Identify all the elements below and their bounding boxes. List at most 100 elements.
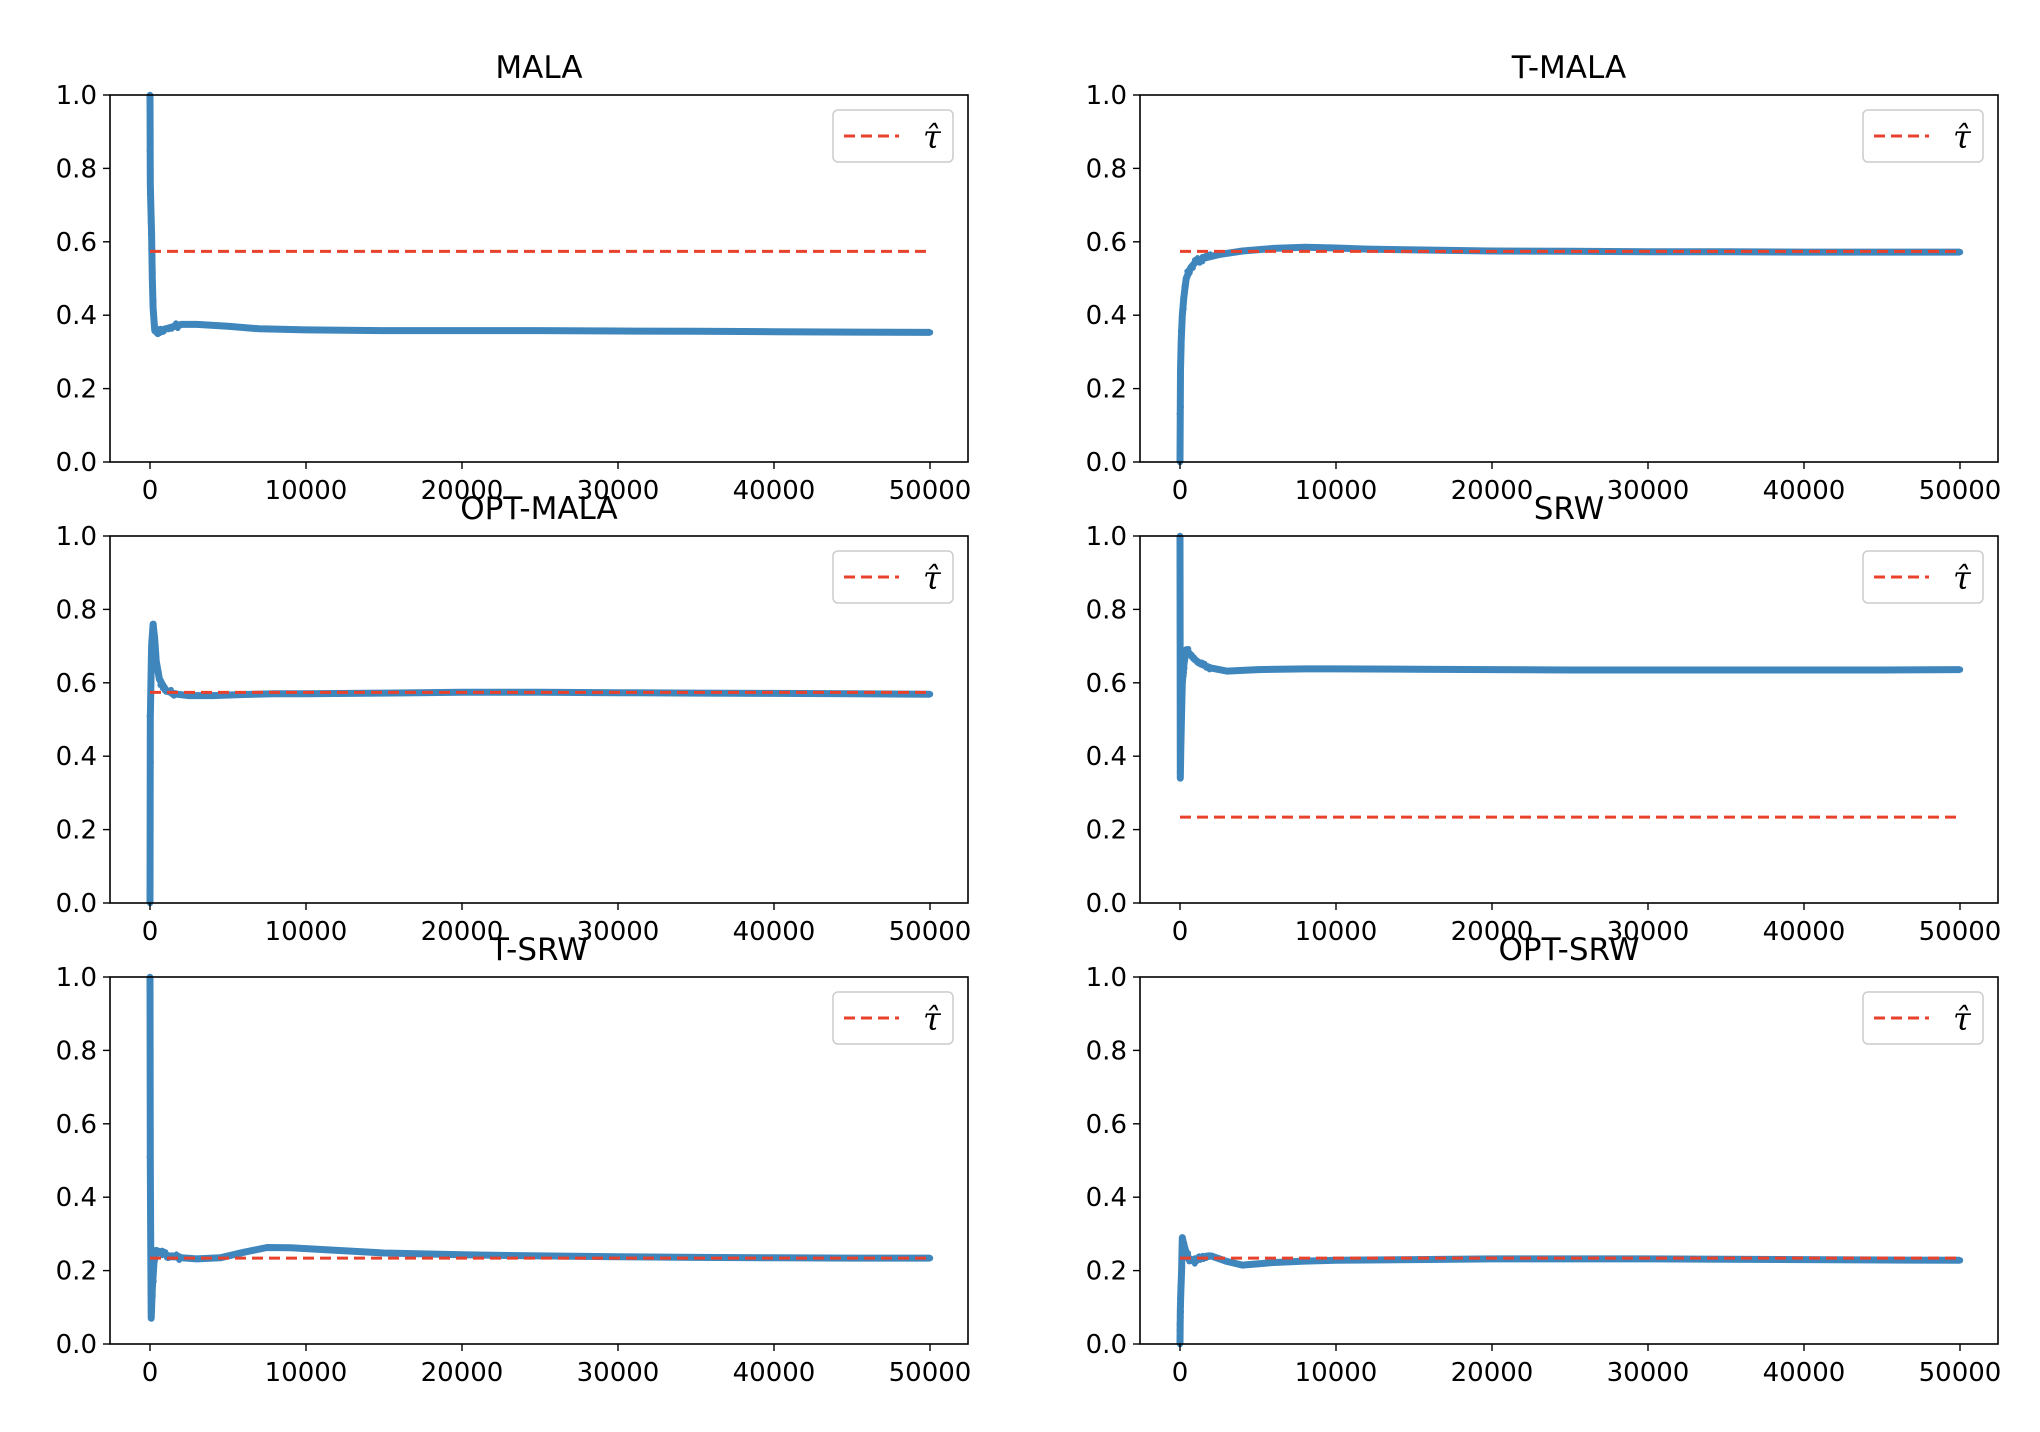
y-tick-label: 0.2 [1086,1257,1127,1287]
legend-label: τ̂ [1953,559,1972,597]
subplot-title: OPT-MALA [460,491,618,527]
y-tick-label: 0.0 [56,448,97,478]
subplot-srw: SRW 0 10000 20000 30000 40000 50000 0.0 0.2 0.4 0.… [1086,491,2002,947]
legend-box [1862,109,1984,163]
x-tick-label: 10000 [265,476,348,506]
x-tick-label: 40000 [1763,476,1846,506]
subplot-title: T-MALA [1511,50,1626,86]
y-tick-label: 0.4 [56,301,97,331]
legend: τ̂ [832,109,954,163]
x-tick-label: 30000 [1607,917,1690,947]
y-tick-label: 0.4 [56,742,97,772]
legend: τ̂ [1862,550,1984,604]
y-tick-label: 0.6 [56,228,97,258]
x-tick-label: 30000 [1607,1358,1690,1388]
data-series [1176,243,1964,466]
x-tick-label: 20000 [421,1358,504,1388]
axes-frame [109,535,969,904]
x-tick-label: 40000 [1763,917,1846,947]
y-tick-label: 1.0 [56,963,97,993]
legend-box [1862,991,1984,1045]
y-tick-label: 0.2 [56,816,97,846]
data-series [146,973,934,1322]
y-tick-label: 0.8 [1086,154,1127,184]
x-tick-label: 50000 [889,476,972,506]
x-tick-label: 40000 [733,917,816,947]
x-tick-label: 40000 [733,476,816,506]
y-tick-label: 0.6 [56,1110,97,1140]
x-tick-label: 10000 [1295,1358,1378,1388]
axes-frame [109,976,969,1345]
legend-box [1862,550,1984,604]
y-tick-label: 0.4 [1086,301,1127,331]
x-tick-label: 30000 [577,476,660,506]
x-tick-label: 20000 [421,476,504,506]
legend: τ̂ [832,550,954,604]
y-tick-label: 0.2 [1086,375,1127,405]
subplot-title: SRW [1534,491,1605,527]
y-tick-label: 0.0 [56,1330,97,1360]
data-series [1176,532,1964,782]
subplot-title: OPT-SRW [1499,932,1640,968]
legend-label: τ̂ [1953,1000,1972,1038]
y-tick-label: 0.8 [56,595,97,625]
subplot-mala: MALA 0 10000 20000 30000 40000 50000 0.0 0.2 0.4 0… [56,50,972,506]
data-series-band [146,94,931,338]
subplot-opt-srw: OPT-SRW 0 10000 20000 30000 40000 50000 0.0 0.2 0… [1086,932,2002,1388]
x-tick-label: 40000 [733,1358,816,1388]
x-tick-label: 0 [1172,917,1189,947]
data-series-band [146,976,930,1322]
legend: τ̂ [1862,991,1984,1045]
x-tick-label: 50000 [889,1358,972,1388]
data-series-band [1176,535,1961,782]
y-tick-label: 0.6 [1086,228,1127,258]
x-tick-label: 50000 [1919,476,2002,506]
data-series-band [1176,243,1960,463]
legend-box [832,991,954,1045]
axes-frame [1139,94,1999,463]
data-series [146,91,934,338]
y-tick-label: 0.6 [56,669,97,699]
y-tick-label: 0.8 [1086,1036,1127,1066]
y-tick-label: 1.0 [56,81,97,111]
y-tick-label: 0.0 [1086,1330,1127,1360]
x-tick-label: 50000 [1919,917,2002,947]
axes-frame [1139,976,1999,1345]
x-tick-label: 20000 [421,917,504,947]
y-tick-label: 1.0 [56,522,97,552]
x-tick-label: 30000 [1607,476,1690,506]
subplot-title: T-SRW [489,932,588,968]
x-tick-label: 20000 [1451,917,1534,947]
y-tick-label: 0.6 [1086,669,1127,699]
y-tick-label: 0.0 [56,889,97,919]
x-tick-label: 50000 [889,917,972,947]
legend: τ̂ [832,991,954,1045]
x-tick-label: 10000 [265,917,348,947]
y-tick-label: 1.0 [1086,522,1127,552]
legend-label: τ̂ [1953,118,1972,156]
y-tick-label: 0.2 [56,375,97,405]
data-series [1176,1234,1964,1348]
legend-label: τ̂ [923,118,942,156]
subplot-title: MALA [495,50,582,86]
data-series-band [1176,1234,1961,1345]
data-series [146,620,934,907]
data-series-band [146,620,931,904]
x-tick-label: 0 [1172,1358,1189,1388]
axes-frame [1139,535,1999,904]
y-tick-label: 0.0 [1086,889,1127,919]
x-tick-label: 0 [1172,476,1189,506]
x-tick-label: 10000 [1295,476,1378,506]
x-tick-label: 10000 [1295,917,1378,947]
y-tick-label: 0.8 [56,154,97,184]
x-tick-label: 0 [142,1358,159,1388]
subplot-t-srw: T-SRW 0 10000 20000 30000 40000 50000 0.0 0.2 0.4… [56,932,972,1388]
legend-label: τ̂ [923,559,942,597]
y-tick-label: 0.4 [1086,1183,1127,1213]
y-tick-label: 0.4 [56,1183,97,1213]
y-tick-label: 0.6 [1086,1110,1127,1140]
x-tick-label: 0 [142,917,159,947]
y-tick-label: 1.0 [1086,81,1127,111]
x-tick-label: 50000 [1919,1358,2002,1388]
x-tick-label: 20000 [1451,476,1534,506]
